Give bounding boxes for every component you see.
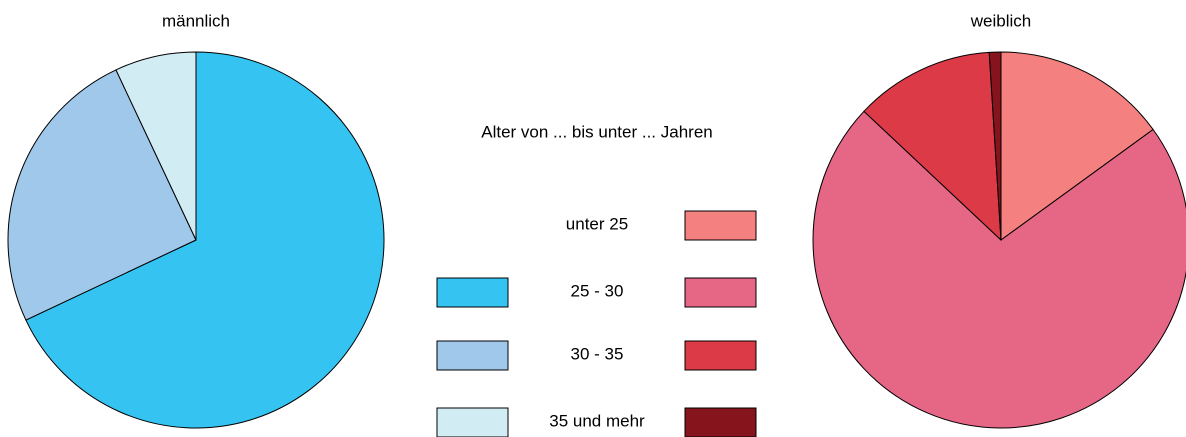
legend-label: 25 - 30 <box>571 281 624 300</box>
pie-slice <box>115 51 197 241</box>
legend-swatch <box>684 340 757 371</box>
legend-label: 30 - 35 <box>571 344 624 363</box>
legend-label: unter 25 <box>566 214 628 233</box>
legend-swatch <box>684 407 757 437</box>
pie-slice <box>25 51 385 429</box>
legend-swatch <box>684 210 757 241</box>
legend-label: 35 und mehr <box>549 411 645 430</box>
pie-slice <box>863 51 1002 242</box>
legend-swatch <box>436 277 509 308</box>
pie-title: weiblich <box>970 11 1031 30</box>
pie-slice <box>1000 51 1154 241</box>
legend-title: Alter von ... bis unter ... Jahren <box>481 122 713 141</box>
pie-slice <box>988 51 1002 241</box>
pie-slice <box>812 110 1186 429</box>
pie-title: männlich <box>162 11 230 30</box>
legend-swatch <box>436 340 509 371</box>
legend-swatch <box>684 277 757 308</box>
legend-swatch <box>436 407 509 437</box>
pie-slice <box>7 69 197 321</box>
